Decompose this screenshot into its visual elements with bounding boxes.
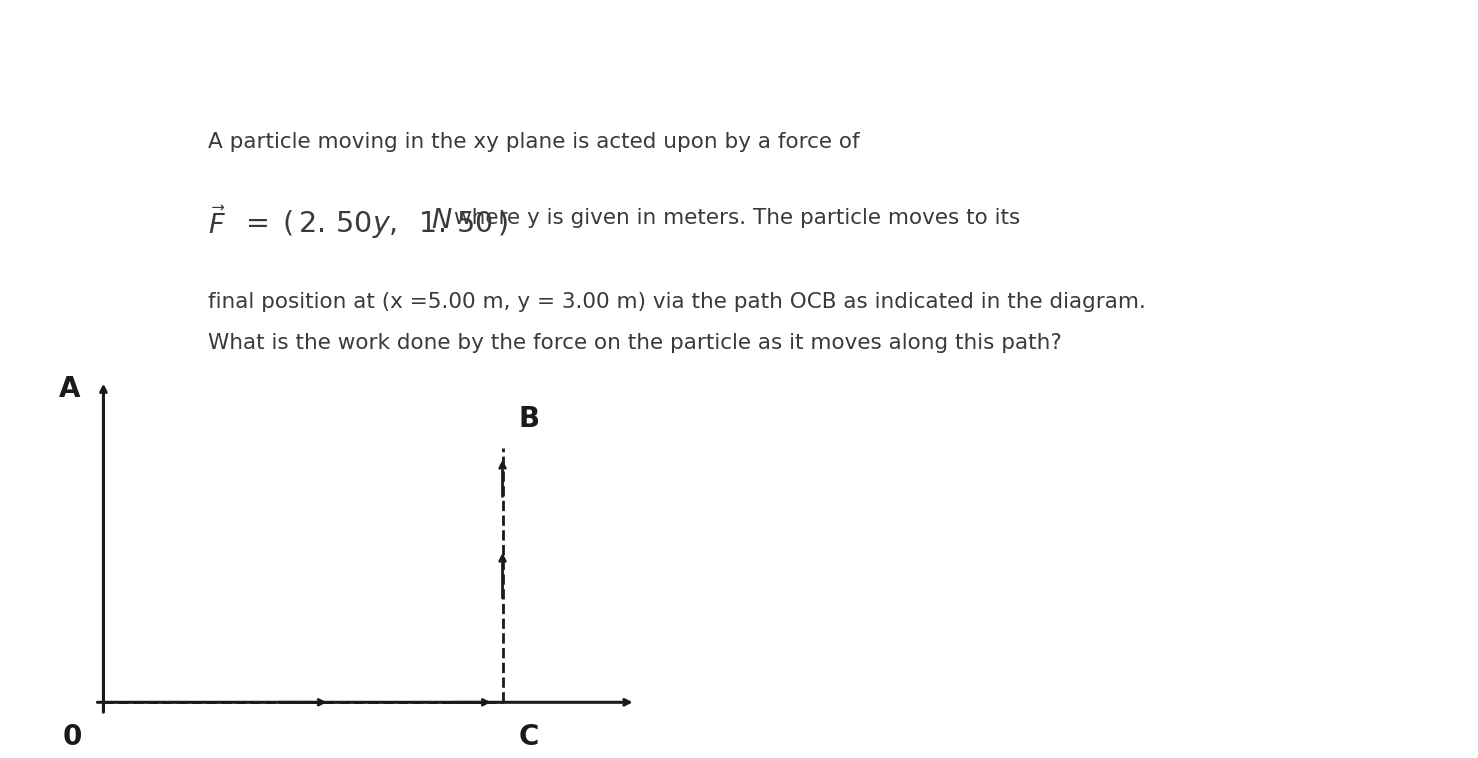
Text: A particle moving in the xy plane is acted upon by a force of: A particle moving in the xy plane is act…: [207, 132, 859, 152]
Text: A: A: [59, 375, 80, 403]
Text: $\vec{F}$: $\vec{F}$: [207, 208, 226, 240]
Text: where y is given in meters. The particle moves to its: where y is given in meters. The particle…: [454, 208, 1020, 227]
Text: $N$: $N$: [432, 208, 452, 233]
Text: B: B: [519, 406, 539, 434]
Text: 0: 0: [62, 723, 83, 751]
Text: What is the work done by the force on the particle as it moves along this path?: What is the work done by the force on th…: [207, 334, 1061, 353]
Text: C: C: [519, 723, 539, 751]
Text: $=\;\left(\,2.\,50y,\;\;1.\,50\,\right)$: $=\;\left(\,2.\,50y,\;\;1.\,50\,\right)$: [239, 208, 507, 240]
Text: final position at (x =5.00 m, y = 3.00 m) via the path OCB as indicated in the d: final position at (x =5.00 m, y = 3.00 m…: [207, 293, 1145, 312]
